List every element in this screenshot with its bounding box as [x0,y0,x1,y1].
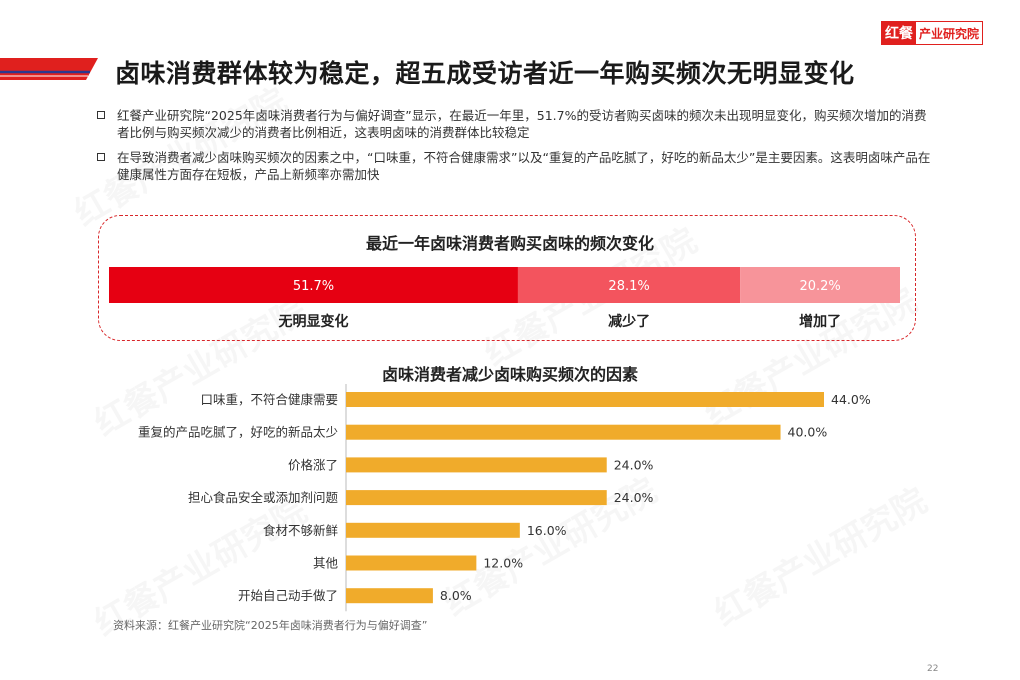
watermark: 红餐产业研究院 [704,474,935,635]
bar [346,392,824,407]
bar [346,555,477,571]
logo-text: 产业研究院 [918,26,979,41]
bar [346,588,433,604]
bar-value-label: 16.0% [527,523,567,538]
bar-value-label: 40.0% [788,425,828,440]
bar-category-label: 口味重，不符合健康需要 [200,392,338,407]
bar-category-label: 重复的产品吃腻了，好吃的新品太少 [138,425,338,440]
watermark: 红餐产业研究院 [434,464,665,625]
bar-value-label: 44.0% [831,392,871,407]
bar-value-label: 8.0% [440,588,472,603]
logo: 红餐 产业研究院 [881,21,983,45]
bar-category-label: 其他 [313,556,339,571]
page-number: 22 [927,664,939,674]
stack-category-label: 无明显变化 [278,314,349,330]
bullet-text: 红餐产业研究院“2025年卤味消费者行为与偏好调查”显示，在最近一年里，51.7… [117,108,927,140]
bullet-square-icon [97,153,105,161]
bar-category-label: 担心食品安全或添加剂问题 [188,490,339,505]
bar-value-label: 24.0% [614,490,654,505]
source-note: 资料来源：红餐产业研究院“2025年卤味消费者行为与偏好调查” [113,619,428,632]
bar-category-label: 价格涨了 [288,457,338,472]
bar-value-label: 24.0% [614,457,654,472]
chart1-frame [98,215,916,341]
chart1-title: 最近一年卤味消费者购买卤味的频次变化 [365,234,654,253]
bar-value-label: 12.0% [483,556,523,571]
bar [346,457,607,473]
bullet-text: 在导致消费者减少卤味购买频次的因素之中，“口味重，不符合健康需求”以及“重复的产… [117,150,931,182]
stack-category-label: 增加了 [799,314,842,330]
bar-category-label: 开始自己动手做了 [238,588,338,603]
stack-category-label: 减少了 [608,314,651,330]
chart2-title: 卤味消费者减少卤味购买频次的因素 [381,365,638,384]
title-banner-decoration [0,58,98,80]
bullet-square-icon [97,111,105,119]
page-title: 卤味消费群体较为稳定，超五成受访者近一年购买频次无明显变化 [115,59,855,88]
bar [346,490,607,506]
bar-category-label: 食材不够新鲜 [263,523,338,538]
logo-brand: 红餐 [882,22,916,44]
bar [346,424,781,440]
bar [346,522,520,538]
